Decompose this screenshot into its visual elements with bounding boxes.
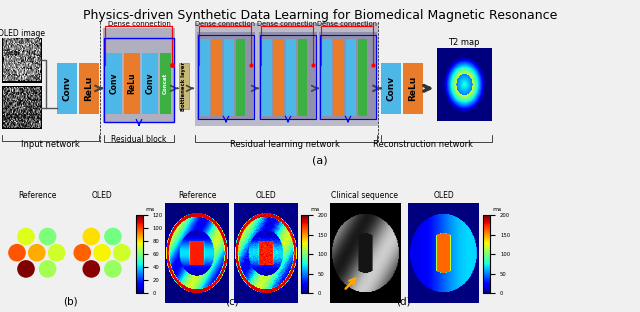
Bar bbox=[57, 63, 77, 114]
Bar bbox=[320, 35, 376, 119]
Circle shape bbox=[94, 245, 110, 261]
Text: Dense connection: Dense connection bbox=[195, 21, 255, 27]
Circle shape bbox=[9, 245, 25, 261]
Circle shape bbox=[83, 261, 99, 277]
Bar bbox=[3, 87, 41, 128]
Text: T2 map: T2 map bbox=[448, 38, 480, 47]
Text: Conv: Conv bbox=[109, 73, 118, 95]
Circle shape bbox=[18, 228, 34, 245]
Text: (a): (a) bbox=[312, 156, 328, 166]
Text: Conv: Conv bbox=[145, 73, 154, 95]
Text: Conv: Conv bbox=[387, 76, 396, 101]
Text: Reconstruction network: Reconstruction network bbox=[373, 140, 473, 149]
Text: ms: ms bbox=[145, 207, 154, 212]
Circle shape bbox=[105, 228, 121, 245]
Bar bbox=[298, 39, 307, 116]
Text: Residual block: Residual block bbox=[111, 135, 166, 144]
Circle shape bbox=[40, 228, 56, 245]
Bar bbox=[212, 39, 222, 116]
Bar bbox=[124, 53, 140, 114]
Circle shape bbox=[74, 245, 90, 261]
Circle shape bbox=[49, 245, 65, 261]
Circle shape bbox=[18, 261, 34, 277]
Bar bbox=[198, 35, 254, 119]
Bar bbox=[236, 39, 245, 116]
Bar bbox=[79, 63, 99, 114]
Bar bbox=[3, 39, 41, 81]
Bar bbox=[274, 39, 284, 116]
Text: (d): (d) bbox=[396, 296, 410, 306]
Bar bbox=[286, 39, 296, 116]
Text: Reference: Reference bbox=[178, 191, 216, 200]
Text: (b): (b) bbox=[63, 296, 77, 306]
Circle shape bbox=[29, 245, 45, 261]
Text: Bottleneck layer: Bottleneck layer bbox=[182, 61, 186, 110]
Text: ms: ms bbox=[310, 207, 319, 212]
Circle shape bbox=[105, 261, 121, 277]
Text: Physics-driven Synthetic Data Learning for Biomedical Magnetic Resonance: Physics-driven Synthetic Data Learning f… bbox=[83, 9, 557, 22]
Text: (c): (c) bbox=[225, 296, 239, 306]
Text: ReLu: ReLu bbox=[408, 76, 417, 101]
Bar bbox=[403, 63, 423, 114]
Text: OLED: OLED bbox=[255, 191, 276, 200]
Text: Imaginary: Imaginary bbox=[5, 113, 40, 119]
Bar bbox=[160, 53, 171, 114]
Circle shape bbox=[83, 228, 99, 245]
Text: ReLu: ReLu bbox=[84, 76, 93, 101]
Bar bbox=[2, 38, 42, 83]
Text: ReLu: ReLu bbox=[127, 73, 136, 95]
Text: Dense connection: Dense connection bbox=[257, 21, 317, 27]
Text: Clinical sequence: Clinical sequence bbox=[332, 191, 398, 200]
Circle shape bbox=[40, 261, 56, 277]
Circle shape bbox=[114, 245, 130, 261]
Text: Residual learning network: Residual learning network bbox=[230, 140, 340, 149]
Bar bbox=[142, 53, 158, 114]
Bar bbox=[322, 39, 332, 116]
Bar bbox=[319, 32, 377, 120]
Bar bbox=[106, 53, 122, 114]
Bar bbox=[2, 86, 42, 129]
Text: Concat: Concat bbox=[163, 73, 168, 94]
Bar bbox=[179, 63, 189, 110]
Text: Reference: Reference bbox=[18, 191, 56, 200]
Text: Dense connection: Dense connection bbox=[317, 21, 377, 27]
Bar bbox=[358, 39, 367, 116]
Text: Input network: Input network bbox=[20, 140, 79, 149]
Text: Dense connection: Dense connection bbox=[108, 21, 170, 27]
Bar bbox=[224, 39, 234, 116]
Text: OLED image: OLED image bbox=[0, 29, 45, 38]
Bar bbox=[197, 32, 255, 120]
Bar bbox=[334, 39, 344, 116]
Text: Conv: Conv bbox=[63, 76, 72, 101]
Bar bbox=[381, 63, 401, 114]
Bar bbox=[437, 49, 492, 121]
Bar bbox=[200, 39, 210, 116]
Text: OLED: OLED bbox=[433, 191, 454, 200]
Bar bbox=[259, 32, 317, 120]
Bar bbox=[195, 23, 378, 126]
Bar bbox=[103, 28, 175, 123]
Text: OLED: OLED bbox=[92, 191, 113, 200]
Text: ms: ms bbox=[493, 207, 502, 212]
Bar bbox=[346, 39, 356, 116]
Bar bbox=[262, 39, 272, 116]
Text: Real: Real bbox=[5, 50, 20, 56]
Bar bbox=[260, 35, 316, 119]
Bar bbox=[104, 38, 174, 122]
